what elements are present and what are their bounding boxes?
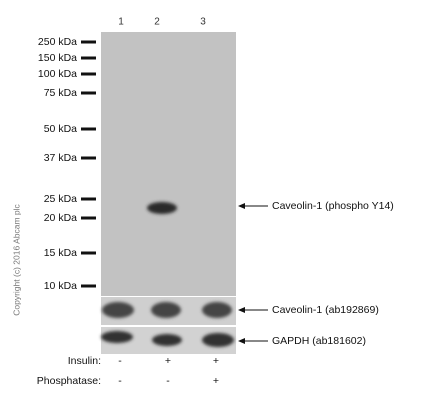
marker-label: 75 kDa [44,87,77,99]
treatment-sign: + [213,355,219,367]
bands [101,202,234,347]
band [102,302,134,318]
band [101,331,133,343]
lane-label: 3 [200,17,206,28]
arrow-head [238,338,245,344]
band [152,334,182,346]
treatment-label: Phosphatase: [37,375,101,387]
marker-label: 37 kDa [44,152,77,164]
main-blot [101,32,236,296]
lane-label: 1 [118,17,124,28]
marker-label: 50 kDa [44,123,77,135]
band [147,202,177,214]
marker-label: 10 kDa [44,280,77,292]
annotation: Caveolin-1 (phospho Y14) [272,200,394,212]
treatment-sign: + [165,355,171,367]
arrow-head [238,203,245,209]
treatment-sign: - [166,375,170,387]
band [151,302,181,318]
treatment-label: Insulin: [68,355,101,367]
marker-label: 100 kDa [38,68,77,80]
annotation: GAPDH (ab181602) [272,335,366,347]
copyright: Copyright (c) 2016 Abcam plc [11,204,21,316]
treatment-sign: - [118,375,122,387]
marker-label: 150 kDa [38,52,77,64]
treatment-sign: - [118,355,122,367]
marker-label: 25 kDa [44,193,77,205]
band [202,333,234,347]
lane-label: 2 [154,17,160,28]
annotation: Caveolin-1 (ab192869) [272,304,379,316]
marker-label: 20 kDa [44,212,77,224]
band [202,302,232,318]
marker-label: 250 kDa [38,36,77,48]
treatment-sign: + [213,375,219,387]
arrow-head [238,307,245,313]
marker-label: 15 kDa [44,247,77,259]
